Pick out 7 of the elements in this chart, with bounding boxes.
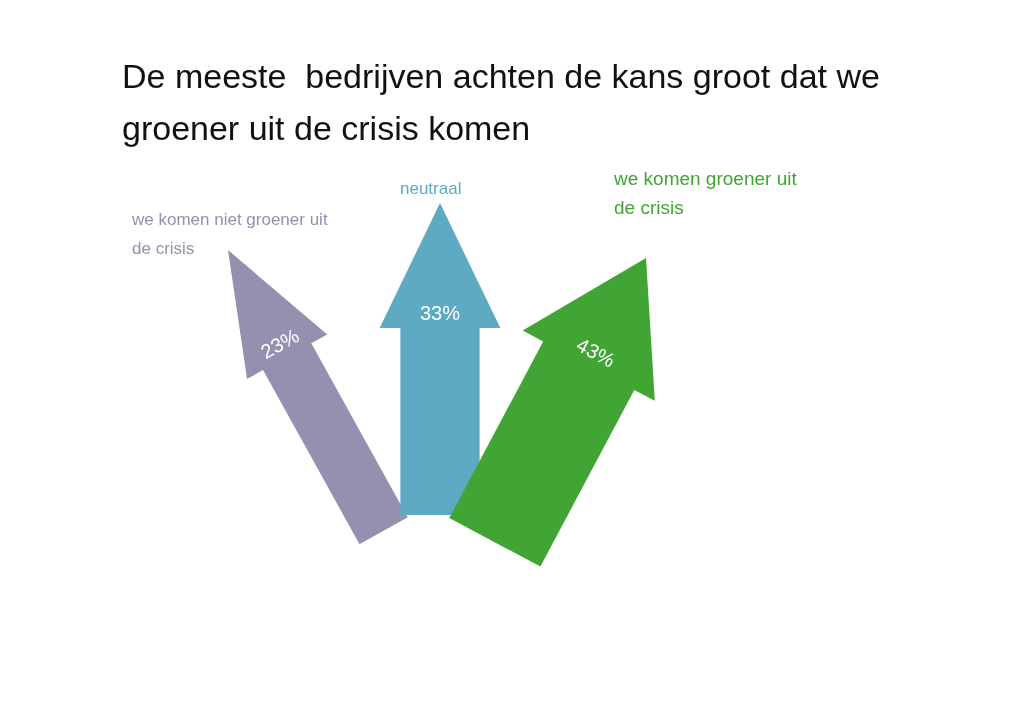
category-label: we komen niet groener uit de crisis bbox=[132, 209, 329, 260]
text: De meeste bedrijven achten de kans groot dat we groener uit de crisis komen bbox=[122, 56, 881, 149]
data-label: 43% bbox=[572, 333, 619, 372]
category-label: we komen groener uit de crisis bbox=[614, 167, 798, 220]
data-label: 33% bbox=[419, 302, 461, 324]
data-label: 23% bbox=[257, 324, 303, 363]
category-label: neutraal bbox=[400, 178, 463, 200]
